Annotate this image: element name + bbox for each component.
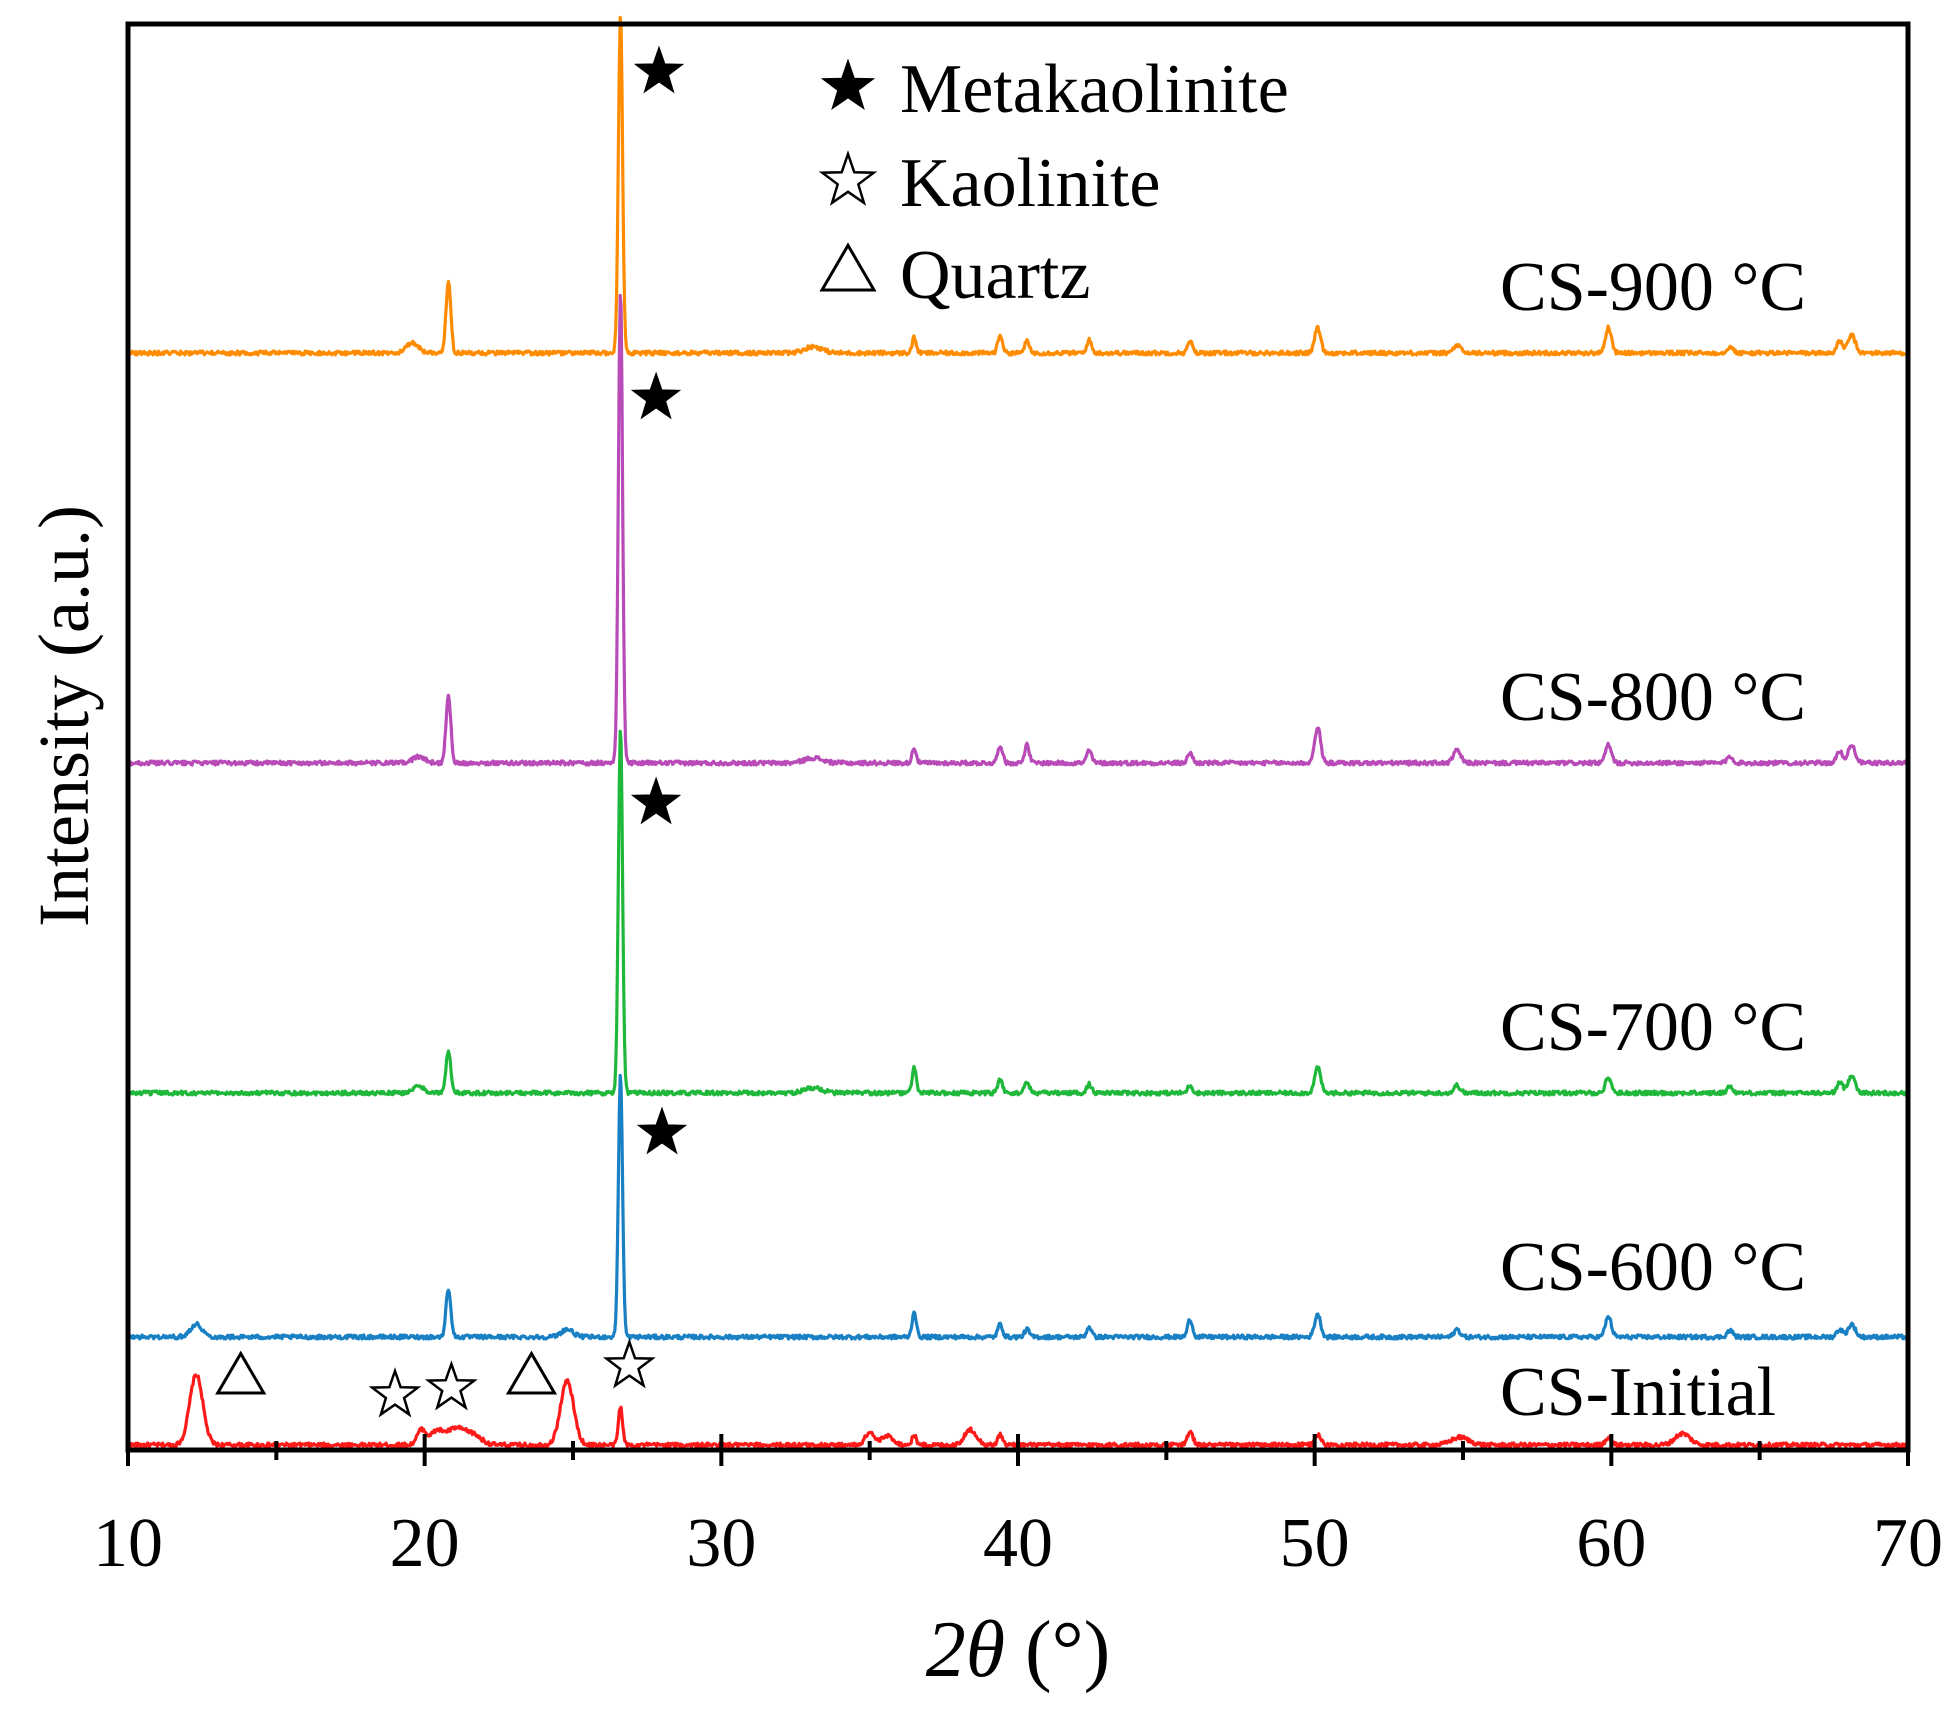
series-label-cs-700-c: CS-700 °C — [1500, 989, 1806, 1066]
phase-marker-layer — [215, 45, 688, 1418]
legend-symbol-triangle — [819, 242, 877, 292]
legend-label: Quartz — [900, 237, 1090, 314]
y-axis-title: Intensity (a.u.) — [24, 505, 104, 927]
legend-symbol-filled-star — [820, 58, 876, 111]
x-axis-title-prefix: 2 — [926, 1606, 966, 1694]
series-label-cs-initial: CS-Initial — [1500, 1354, 1776, 1431]
x-axis-title-symbol: θ — [966, 1606, 1005, 1694]
phase-marker-filled-star — [630, 776, 682, 825]
x-tick-label: 50 — [1280, 1505, 1350, 1582]
series-line-cs-900-c — [126, 15, 1910, 357]
legend-label: Metakaolinite — [900, 51, 1289, 128]
x-axis: 10 20 30 40 50 60 70 — [93, 1434, 1943, 1582]
x-axis-title: 2θ (°) — [926, 1606, 1111, 1694]
x-tick-label: 20 — [390, 1505, 460, 1582]
legend-item: Kaolinite — [818, 145, 1160, 222]
phase-marker-triangle — [505, 1350, 558, 1395]
series-label-layer: CS-Initial CS-600 °C CS-700 °C CS-800 °C CS-… — [1500, 249, 1806, 1431]
x-tick-label: 60 — [1576, 1505, 1646, 1582]
series-label-cs-900-c: CS-900 °C — [1500, 249, 1806, 326]
phase-marker-filled-star — [633, 45, 685, 94]
series-line-cs-700-c — [126, 729, 1910, 1097]
legend: Metakaolinite Kaolinite Quartz — [818, 51, 1289, 314]
phase-marker-open-star — [602, 1338, 656, 1389]
x-tick-label: 40 — [983, 1505, 1053, 1582]
phase-marker-triangle — [215, 1350, 267, 1395]
legend-symbol-open-star — [818, 150, 878, 206]
phase-marker-filled-star — [636, 1106, 688, 1155]
x-tick-label: 30 — [686, 1505, 756, 1582]
legend-item: Metakaolinite — [820, 51, 1289, 128]
x-tick-label: 10 — [93, 1505, 163, 1582]
phase-marker-open-star — [424, 1360, 478, 1411]
series-line-cs-800-c — [126, 293, 1910, 767]
x-axis-title-suffix: (°) — [1005, 1606, 1110, 1694]
series-label-cs-600-c: CS-600 °C — [1500, 1229, 1806, 1306]
legend-item: Quartz — [819, 237, 1090, 314]
phase-marker-open-star — [368, 1367, 422, 1418]
legend-label: Kaolinite — [900, 145, 1160, 222]
x-tick-label: 70 — [1873, 1505, 1943, 1582]
series-label-cs-800-c: CS-800 °C — [1500, 659, 1806, 736]
phase-marker-filled-star — [630, 371, 682, 420]
series-line-cs-600-c — [127, 1073, 1910, 1341]
